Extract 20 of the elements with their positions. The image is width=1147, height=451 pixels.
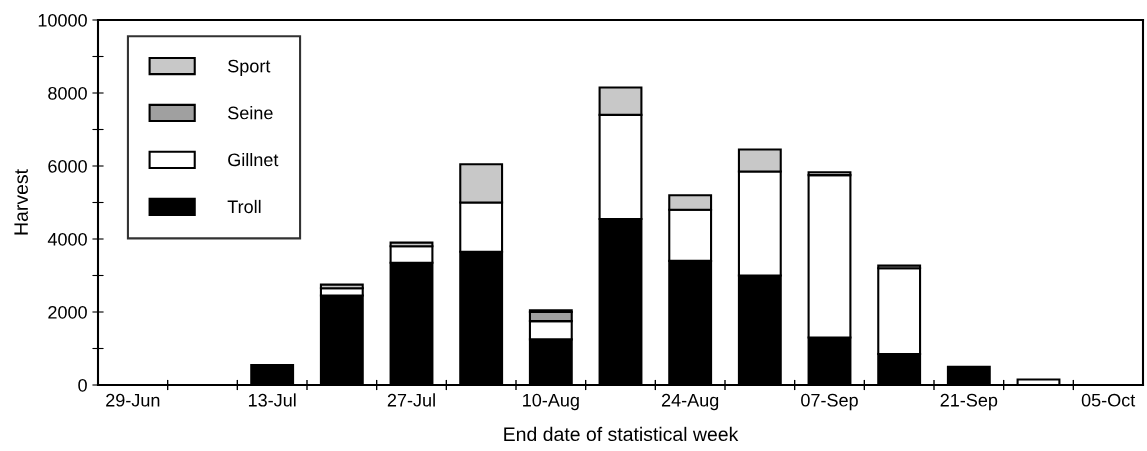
legend-label: Seine	[228, 106, 273, 120]
x-tick-label: 10-Aug	[523, 393, 579, 411]
x-tick-label: 21-Sep	[940, 393, 998, 411]
legend-label: Sport	[228, 59, 271, 76]
y-axis-title: Harvest	[14, 169, 28, 235]
x-axis-title: End date of statistical week	[504, 426, 739, 442]
x-tick-label: 13-Jul	[248, 393, 296, 407]
x-tick-label: 29-Jun	[106, 393, 160, 407]
x-tick-label: 27-Jul	[387, 393, 435, 407]
legend-label: Troll	[227, 199, 261, 214]
y-tick-label: 8000	[48, 86, 87, 100]
x-tick-label: 05-Oct	[1081, 393, 1136, 407]
x-tick-label: 24-Aug	[661, 393, 719, 411]
y-tick-label: 2000	[48, 305, 87, 319]
y-tick-label: 0	[78, 378, 87, 392]
legend-label: Gillnet	[228, 152, 279, 167]
x-tick-label: 07-Sep	[801, 393, 858, 411]
y-tick-label: 4000	[47, 232, 87, 246]
y-tick-label: 6000	[48, 159, 87, 173]
y-tick-label: 10000	[38, 13, 87, 27]
